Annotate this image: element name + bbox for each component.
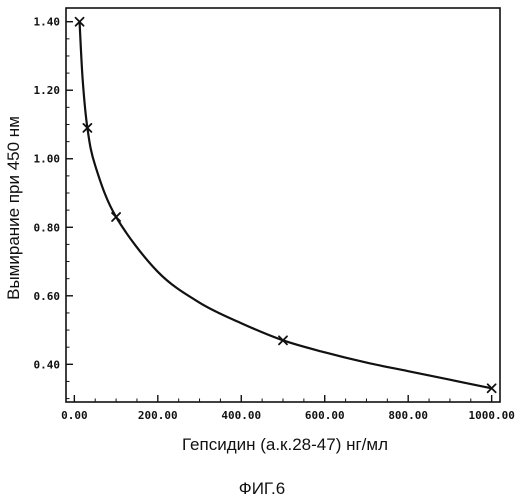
x-tick-label: 200.00 — [138, 409, 178, 422]
plot-border — [66, 8, 500, 402]
plot-frame — [66, 8, 500, 402]
y-tick-label: 1.00 — [34, 153, 61, 166]
y-tick-label: 1.40 — [34, 16, 61, 29]
x-tick-label: 1000.00 — [468, 409, 514, 422]
y-axis: 0.40 0.60 0.80 1.00 1.20 1.40 — [34, 16, 74, 399]
data-point-marker — [112, 213, 120, 221]
figure-label: ФИГ.6 — [239, 479, 285, 498]
y-tick-label: 0.60 — [34, 290, 61, 303]
y-tick-label: 0.40 — [34, 358, 61, 371]
x-axis-title: Гепсидин (а.к.28-47) нг/мл — [182, 435, 388, 454]
x-tick-label: 600.00 — [305, 409, 345, 422]
data-markers — [76, 18, 496, 393]
fit-curve — [80, 22, 492, 389]
x-axis: 0.00 200.00 400.00 600.00 800.00 1000.00 — [61, 395, 515, 422]
y-axis-title: Вымирание при 450 нм — [4, 116, 23, 300]
y-tick-label: 0.80 — [34, 221, 61, 234]
x-tick-label: 400.00 — [221, 409, 261, 422]
x-tick-label: 800.00 — [388, 409, 428, 422]
fit-curve-layer — [80, 22, 492, 389]
x-tick-label: 0.00 — [61, 409, 88, 422]
y-tick-label: 1.20 — [34, 84, 61, 97]
